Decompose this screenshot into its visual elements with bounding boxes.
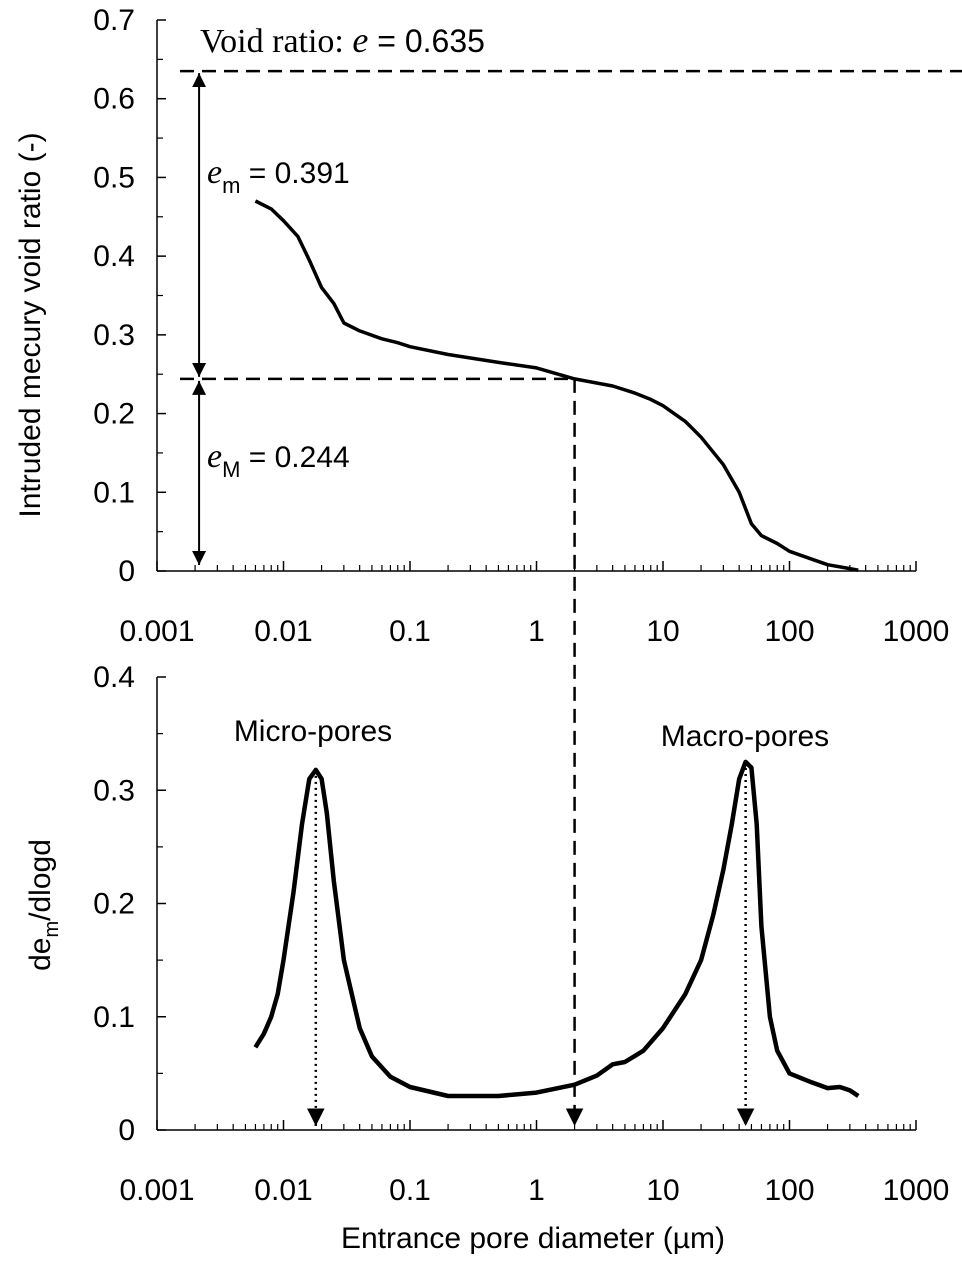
macro-pores-label: Macro-pores — [661, 720, 829, 753]
top-panel: 0.001 0.01 0.1 1 10 100 1000 0 0.1 0.2 0.3 0.4 0.5 0.… — [14, 4, 962, 1126]
top-ticks — [156, 19, 917, 572]
macro-void-ratio-label: eM = 0.244 — [207, 438, 350, 482]
top-y-tick-label: 0.6 — [93, 83, 135, 116]
top-x-tick-label: 1 — [528, 615, 545, 648]
top-tick-labels: 0.001 0.01 0.1 1 10 100 1000 0 0.1 0.2 0.3 0.4 0.5 0.… — [93, 4, 949, 648]
void-ratio-value: = 0.635 — [368, 23, 485, 59]
eM-subscript: M — [222, 457, 240, 482]
top-reference-lines — [180, 69, 962, 1126]
bottom-ticks — [156, 676, 917, 1131]
top-x-tick-label: 1000 — [883, 615, 950, 648]
bot-y-tick-label: 0.3 — [93, 774, 135, 807]
top-x-tick-label: 100 — [764, 615, 814, 648]
top-y-tick-label: 0.2 — [93, 398, 135, 431]
top-x-tick-label: 0.1 — [389, 615, 431, 648]
bot-y-tick-label: 0.1 — [93, 1001, 135, 1034]
top-x-tick-label: 10 — [646, 615, 679, 648]
bot-y-tick-label: 0 — [118, 1114, 135, 1147]
top-y-tick-label: 0.3 — [93, 319, 135, 352]
bottom-panel: 0.001 0.01 0.1 1 10 100 1000 0 0.1 0.2 0.3 0.4 dem/… — [24, 661, 949, 1255]
bot-x-tick-label: 0.1 — [389, 1174, 431, 1207]
eM-symbol: e — [207, 438, 222, 475]
bot-x-tick-label: 0.001 — [119, 1174, 194, 1207]
top-y-tick-label: 0.7 — [93, 4, 135, 37]
bottom-tick-labels: 0.001 0.01 0.1 1 10 100 1000 0 0.1 0.2 0.3 0.4 — [93, 661, 949, 1207]
micro-pores-label: Micro-pores — [234, 715, 392, 748]
em-symbol: e — [207, 154, 222, 191]
bottom-y-title-main: de — [24, 938, 57, 971]
bot-y-tick-label: 0.2 — [93, 888, 135, 921]
bottom-reference-lines — [307, 761, 755, 1126]
top-y-tick-label: 0 — [118, 555, 135, 588]
void-ratio-prefix: Void ratio: — [200, 23, 352, 60]
bot-x-tick-label: 0.01 — [254, 1174, 312, 1207]
micro-void-ratio-label: em = 0.391 — [207, 154, 350, 198]
bot-x-tick-label: 100 — [764, 1174, 814, 1207]
em-subscript: m — [222, 173, 240, 198]
bottom-y-title-rest: /dlogd — [24, 839, 57, 921]
void-ratio-symbol: e — [352, 20, 368, 60]
top-axes — [156, 20, 916, 572]
bot-x-tick-label: 10 — [646, 1174, 679, 1207]
em-value: = 0.391 — [240, 157, 349, 190]
bottom-series-line — [253, 759, 860, 1099]
bot-x-tick-label: 1000 — [883, 1174, 950, 1207]
bot-x-tick-label: 1 — [528, 1174, 545, 1207]
top-y-tick-label: 0.1 — [93, 476, 135, 509]
x-axis-title: Entrance pore diameter (µm) — [341, 1222, 725, 1255]
top-y-tick-label: 0.5 — [93, 161, 135, 194]
top-series-line — [254, 199, 859, 572]
bottom-y-axis-title: dem/dlogd — [24, 839, 63, 971]
top-y-tick-label: 0.4 — [93, 240, 135, 273]
top-x-tick-label: 0.01 — [254, 615, 312, 648]
bot-y-tick-label: 0.4 — [93, 661, 135, 694]
void-ratio-annotation: Void ratio: e = 0.635 — [200, 20, 485, 60]
bottom-y-title-sub: m — [41, 921, 63, 938]
eM-value: = 0.244 — [240, 441, 349, 474]
top-x-tick-label: 0.001 — [119, 615, 194, 648]
top-y-axis-title: Intruded mecury void ratio (-) — [14, 132, 47, 517]
